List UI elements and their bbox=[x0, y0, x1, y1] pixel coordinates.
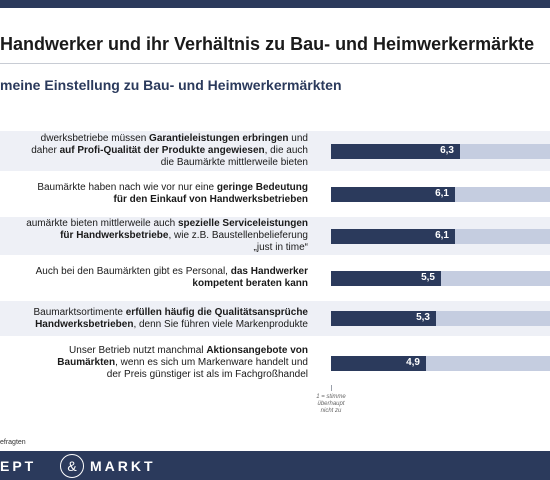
scale-note: 1 = stimme überhaupt nicht zu bbox=[316, 394, 346, 414]
bar: 6,3 bbox=[331, 143, 460, 159]
row-label-line: kompetent beraten kann bbox=[0, 278, 308, 290]
row-label-segment: der Preis günstiger ist als im Fachgroßh… bbox=[106, 369, 308, 380]
footnote: efragten bbox=[0, 439, 26, 446]
row-label: Unser Betrieb nutzt manchmal Aktionsange… bbox=[0, 345, 308, 381]
axis-tick bbox=[331, 385, 332, 391]
logo-text-right: MARKT bbox=[90, 458, 156, 474]
row-label-segment: Garantieleistungen erbringen bbox=[149, 133, 289, 144]
row-label-segment: Aktionsangebote von bbox=[206, 345, 308, 356]
row-label: dwerksbetriebe müssen Garantieleistungen… bbox=[0, 133, 308, 169]
chart-subtitle: meine Einstellung zu Bau- und Heimwerker… bbox=[0, 77, 342, 93]
row-label-segment: aumärkte bieten mittlerweile auch bbox=[26, 218, 178, 229]
row-label-segment: das Handwerker bbox=[230, 266, 308, 277]
row-label: Baumarktsortimente erfüllen häufig die Q… bbox=[0, 307, 308, 331]
row-label-segment: Baumarktsortimente bbox=[33, 306, 126, 318]
top-rule bbox=[0, 0, 550, 8]
bar-value-label: 4,9 bbox=[406, 356, 420, 368]
row-label-segment: Unser Betrieb nutzt manchmal bbox=[69, 345, 207, 356]
row-label-segment: „just in time“ bbox=[253, 242, 308, 253]
bar-track: 6,3 bbox=[331, 143, 550, 159]
page-title: Handwerker und ihr Verhältnis zu Bau- un… bbox=[0, 34, 535, 54]
bar-value-label: 6,1 bbox=[435, 187, 449, 199]
row-label-segment: daher bbox=[31, 145, 60, 156]
row-label-segment: die Baumärkte mittlerweile bieten bbox=[160, 157, 308, 168]
bar-value-label: 6,1 bbox=[435, 229, 449, 241]
logo-text-left: EPT bbox=[0, 458, 37, 474]
row-label-segment: spezielle Serviceleistungen bbox=[177, 218, 308, 229]
bar: 5,3 bbox=[331, 311, 436, 326]
row-label-segment: auf Profi-Qualität der Produkte angewies… bbox=[59, 145, 265, 156]
bar-track: 5,3 bbox=[331, 311, 550, 326]
row-label-line: dwerksbetriebe müssen Garantieleistungen… bbox=[0, 133, 308, 145]
row-label: Baumärkte haben nach wie vor nur eine ge… bbox=[0, 182, 308, 206]
row-label-line: daher auf Profi-Qualität der Produkte an… bbox=[0, 145, 308, 157]
row-label-segment: für Handwerksbetriebe bbox=[60, 230, 169, 241]
row-label: aumärkte bieten mittlerweile auch spezie… bbox=[0, 218, 308, 254]
row-label-line: Auch bei den Baumärkten gibt es Personal… bbox=[0, 266, 308, 278]
row-label-line: „just in time“ bbox=[0, 242, 308, 254]
row-label-line: Handwerksbetrieben, denn Sie führen viel… bbox=[0, 319, 308, 331]
row-label-segment: Handwerksbetrieben bbox=[35, 318, 134, 330]
row-label-segment: , die auch bbox=[264, 145, 308, 156]
row-label-line: Baumarktsortimente erfüllen häufig die Q… bbox=[0, 307, 308, 319]
bar-track: 6,1 bbox=[331, 186, 550, 202]
row-label-line: für den Einkauf von Handwerksbetrieben bbox=[0, 194, 308, 206]
bar: 6,1 bbox=[331, 186, 455, 202]
bar-track: 6,1 bbox=[331, 228, 550, 244]
bar-track: 4,9 bbox=[331, 355, 550, 371]
row-label-line: die Baumärkte mittlerweile bieten bbox=[0, 157, 308, 169]
bar: 5,5 bbox=[331, 270, 441, 286]
row-label-segment: geringe Bedeutung bbox=[216, 182, 308, 193]
row-label-line: Baumärkten, wenn es sich um Markenware h… bbox=[0, 357, 308, 369]
row-label-segment: und bbox=[288, 133, 308, 144]
bar-value-label: 5,3 bbox=[416, 312, 430, 323]
bar-track: 5,5 bbox=[331, 270, 550, 286]
row-label-segment: erfüllen häufig die Qualitätsansprüche bbox=[125, 306, 308, 318]
bar: 6,1 bbox=[331, 228, 455, 244]
row-label-segment: Baumärkte haben nach wie vor nur eine bbox=[37, 182, 217, 193]
bar-value-label: 6,3 bbox=[440, 144, 454, 156]
bar: 4,9 bbox=[331, 355, 426, 371]
row-label-segment: , wie z.B. Baustellenbelieferung bbox=[168, 230, 308, 241]
row-label-segment: , denn Sie führen viele Markenprodukte bbox=[133, 318, 308, 330]
row-label-segment: , wenn es sich um Markenware handelt und bbox=[115, 357, 308, 368]
row-label-segment: für den Einkauf von Handwerksbetrieben bbox=[113, 194, 308, 205]
row-label-line: für Handwerksbetriebe, wie z.B. Baustell… bbox=[0, 230, 308, 242]
logo-ampersand: & bbox=[60, 454, 84, 478]
bar-value-label: 5,5 bbox=[421, 271, 435, 283]
row-label-segment: dwerksbetriebe müssen bbox=[40, 133, 150, 144]
footer-bar bbox=[0, 451, 550, 480]
row-label-line: Baumärkte haben nach wie vor nur eine ge… bbox=[0, 182, 308, 194]
row-label-segment: Baumärkten bbox=[57, 357, 116, 368]
row-label-segment: Auch bei den Baumärkten gibt es Personal… bbox=[35, 266, 231, 277]
row-label: Auch bei den Baumärkten gibt es Personal… bbox=[0, 266, 308, 290]
row-label-line: Unser Betrieb nutzt manchmal Aktionsange… bbox=[0, 345, 308, 357]
row-label-segment: kompetent beraten kann bbox=[192, 278, 308, 289]
row-label-line: der Preis günstiger ist als im Fachgroßh… bbox=[0, 369, 308, 381]
row-label-line: aumärkte bieten mittlerweile auch spezie… bbox=[0, 218, 308, 230]
title-divider bbox=[0, 63, 550, 64]
